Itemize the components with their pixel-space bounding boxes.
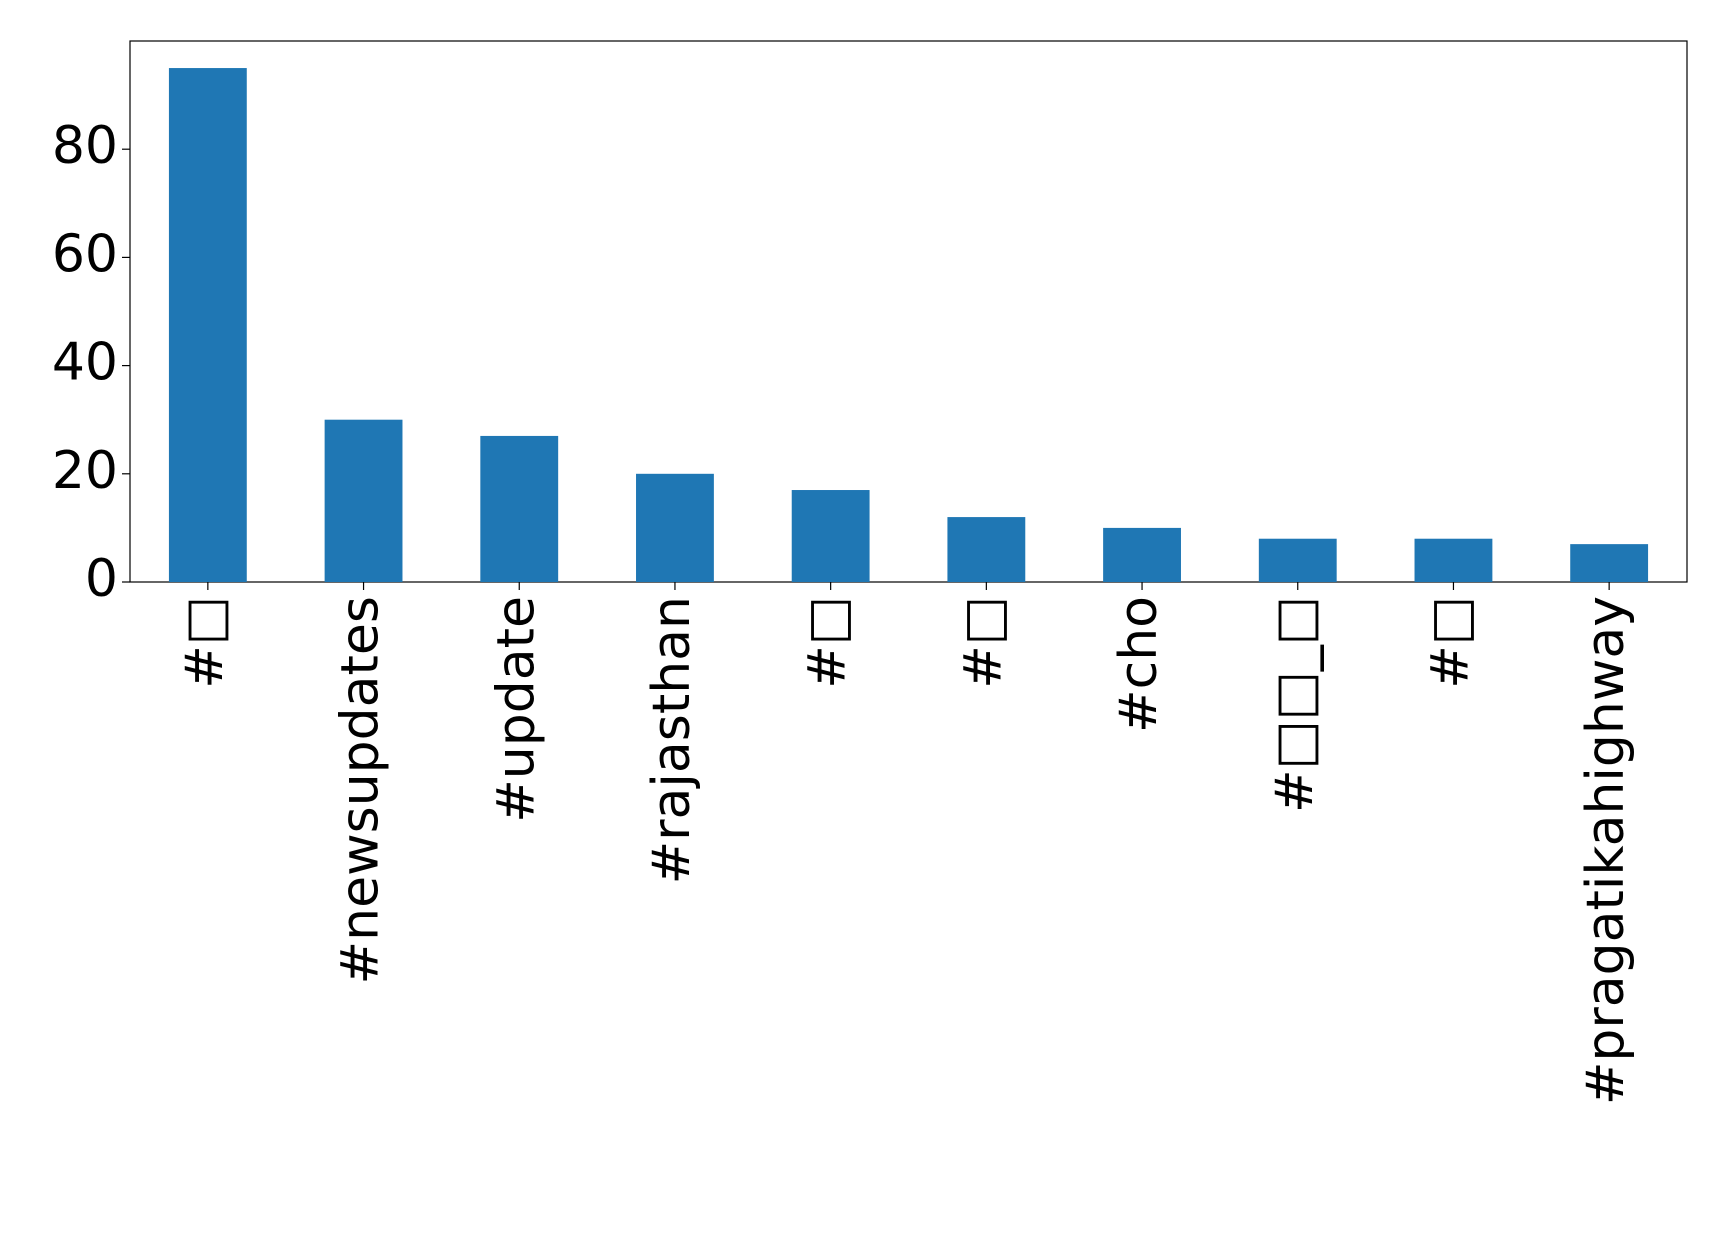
y-tick-label: 20 (52, 441, 118, 501)
bar (1258, 538, 1337, 582)
bar (324, 419, 403, 582)
x-tick-label: #□ (1420, 596, 1480, 689)
y-tick-label: 60 (52, 224, 118, 284)
bar (947, 517, 1026, 582)
y-tick-label: 80 (52, 116, 118, 176)
bar (168, 68, 247, 583)
bar (791, 490, 870, 582)
bar (1570, 544, 1649, 582)
x-tick-label: #update (486, 596, 546, 823)
bar (480, 435, 559, 582)
bar (1103, 527, 1181, 582)
x-tick-label: #pragatikahighway (1576, 596, 1636, 1105)
x-tick-label: #□ (798, 596, 858, 689)
x-tick-label: #newsupdates (331, 596, 391, 984)
x-tick-label: #□□_□ (1265, 596, 1325, 813)
y-tick-label: 0 (85, 549, 118, 609)
x-tick-label: #cho (1109, 596, 1169, 733)
bar (1414, 538, 1493, 582)
y-tick-label: 40 (52, 333, 118, 393)
bar (636, 473, 714, 582)
x-tick-label: #□ (175, 596, 235, 689)
x-tick-label: #□ (953, 596, 1013, 689)
x-tick-label: #rajasthan (642, 596, 702, 884)
plot-frame (129, 40, 1688, 583)
